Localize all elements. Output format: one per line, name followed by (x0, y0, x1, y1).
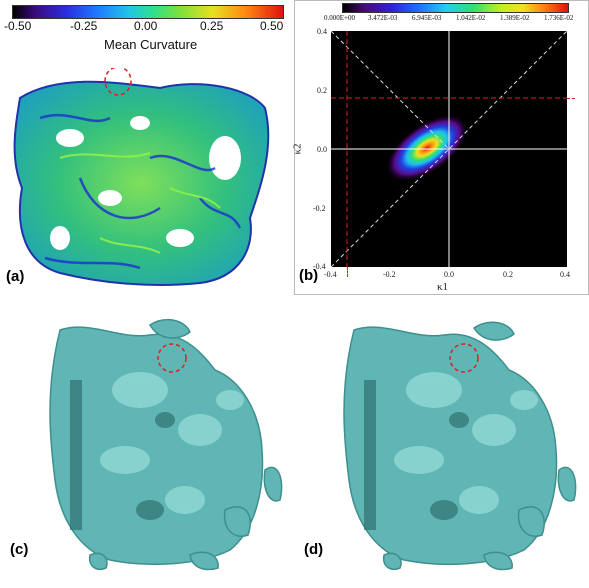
y-axis-label: κ2 (291, 143, 304, 155)
x-tick: -0.2 (383, 270, 396, 279)
highlight-circle (449, 343, 479, 373)
highlight-circle (157, 343, 187, 373)
y-tick: -0.2 (313, 204, 326, 213)
red-threshold-ext-h (567, 98, 575, 99)
x-tick: 0.2 (503, 270, 513, 279)
colorbar-tick: -0.50 (4, 19, 32, 33)
x-tick: -0.4 (324, 270, 337, 279)
panel-d: (d) (294, 300, 589, 588)
colorbar-tick: 6.945E-03 (412, 14, 442, 22)
y-tick: 0.2 (317, 86, 327, 95)
pdf-blob (385, 114, 469, 182)
panel-label: (a) (6, 268, 25, 285)
panel-label: (c) (10, 541, 29, 558)
x-tick: 0.0 (444, 270, 454, 279)
y-tick: -0.4 (313, 262, 326, 271)
panel-a: -0.50 -0.25 0.00 0.25 0.50 Mean Curvatur… (0, 0, 300, 300)
y-tick: 0.0 (317, 145, 327, 154)
x-tick: 0.4 (560, 270, 570, 279)
teal-surface-render (343, 321, 577, 571)
colorbar-tick: -0.25 (70, 19, 98, 33)
colorbar-tick: 0.00 (134, 19, 158, 33)
red-threshold-ext-v (347, 267, 348, 277)
colorbar-tick: 0.25 (200, 19, 224, 33)
colorbar-tick: 3.472E-03 (368, 14, 398, 22)
curvature-surface-render (13, 68, 270, 286)
colorbar-tick: 1.042E-02 (456, 14, 486, 22)
panel-label: (d) (304, 541, 324, 558)
x-axis-label: κ1 (437, 281, 449, 293)
panel-c: (c) (0, 300, 295, 588)
highlight-circle (104, 68, 132, 96)
colorbar-title: Mean Curvature (104, 37, 198, 52)
mean-curvature-colorbar (12, 5, 284, 19)
density-colorbar (342, 3, 569, 13)
panel-label: (b) (299, 267, 319, 284)
colorbar-tick: 1.736E-02 (544, 14, 574, 22)
colorbar-tick: 0.50 (260, 19, 284, 33)
colorbar-tick: 1.389E-02 (500, 14, 530, 22)
colorbar-tick: 0.000E+00 (324, 14, 355, 22)
teal-surface-render (49, 318, 283, 571)
panel-b: 0.000E+00 3.472E-03 6.945E-03 1.042E-02 … (291, 0, 589, 300)
joint-pdf-plot (331, 31, 567, 267)
y-tick: 0.4 (317, 27, 327, 36)
